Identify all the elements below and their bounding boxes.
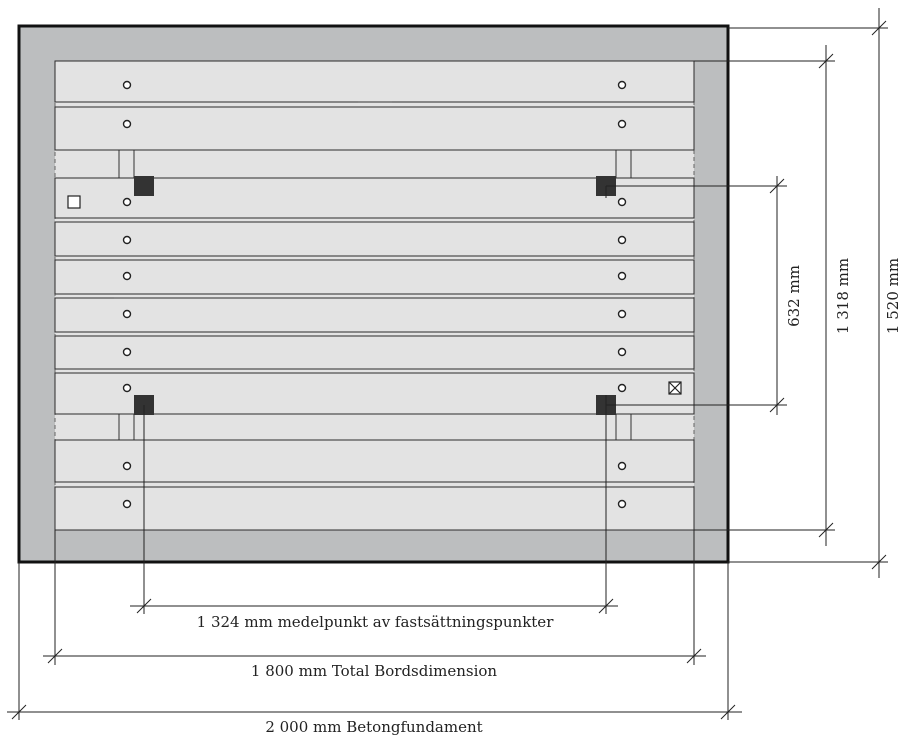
table-length-label: 1 800 mm Total Bordsdimension: [251, 662, 498, 680]
bolt-hole: [617, 197, 627, 207]
anchor-spacing-vertical-label: 632 mm: [785, 265, 803, 327]
slat-joint-marks: [114, 101, 392, 299]
slat: [54, 106, 695, 151]
slat: [54, 372, 695, 415]
bolt-hole: [122, 461, 132, 471]
bolt-hole: [122, 347, 132, 357]
table-width-label: 1 318 mm: [834, 258, 852, 334]
leg-top-right: [615, 149, 632, 179]
horizontal-dimension-lines: [7, 405, 742, 720]
slat: [54, 486, 695, 531]
slat: [54, 259, 695, 295]
bolt-hole: [617, 119, 627, 129]
slat: [54, 335, 695, 370]
bolt-hole: [617, 271, 627, 281]
slat: [54, 60, 695, 103]
leg-top-left: [118, 149, 135, 179]
bolt-hole: [122, 197, 132, 207]
slat: [54, 177, 695, 219]
slat: [54, 297, 695, 333]
bolt-hole: [122, 119, 132, 129]
anchor-spacing-horizontal-label: 1 324 mm medelpunkt av fastsättningspunk…: [197, 613, 555, 631]
leg-bottom-right: [615, 411, 632, 441]
bolt-hole: [617, 461, 627, 471]
bolt-hole: [122, 383, 132, 393]
bolt-hole: [122, 499, 132, 509]
square-icon: [67, 195, 81, 209]
bolt-hole: [617, 499, 627, 509]
slat: [54, 221, 695, 257]
bolt-hole: [122, 271, 132, 281]
bolt-hole: [617, 80, 627, 90]
foundation-length-label: 2 000 mm Betongfundament: [265, 718, 482, 736]
bolt-hole: [122, 309, 132, 319]
foundation-width-label: 1 520 mm: [884, 258, 902, 334]
anchor-point-top-left: [134, 176, 154, 196]
bolt-hole: [617, 235, 627, 245]
leg-bottom-left: [118, 411, 135, 441]
table-slats: [54, 60, 695, 531]
bolt-holes: [122, 80, 627, 509]
slat: [54, 439, 695, 483]
crossed-square-icon: [668, 381, 682, 395]
vertical-dimension-lines: [605, 8, 888, 578]
bolt-hole: [617, 309, 627, 319]
bolt-hole: [617, 383, 627, 393]
bolt-hole: [122, 235, 132, 245]
bolt-hole: [617, 347, 627, 357]
bolt-hole: [122, 80, 132, 90]
